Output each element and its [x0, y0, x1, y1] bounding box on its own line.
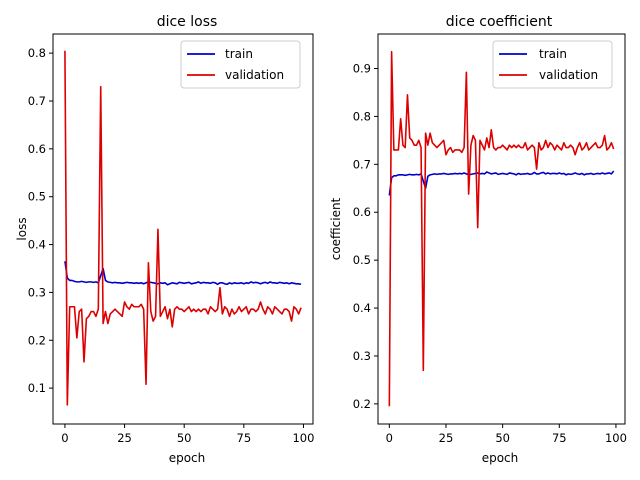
- y-tick-label: 0.3: [28, 285, 46, 299]
- series-layer: [388, 50, 615, 407]
- coefficient-subplot: dice coefficient 0 25 50 75 100 0.2 0.3 0.4 0.5…: [329, 14, 627, 465]
- loss-subplot: dice loss 0 25 50 75 100 0.10.20.30.40.50.60…: [15, 14, 314, 465]
- x-ticks: 0 25 50 75 100: [61, 424, 314, 445]
- series-line-train: [388, 170, 615, 196]
- x-tick-label: 100: [292, 431, 314, 445]
- y-tick-label: 0.7: [28, 94, 46, 108]
- y-ticks: 0.1 0.2 0.3 0.4 0.5 0.6 0.7 0.8: [28, 46, 53, 395]
- legend-label-train: train: [225, 47, 253, 61]
- plot-area: [52, 33, 314, 425]
- x-tick-label: 100: [605, 431, 627, 445]
- legend-label-validation: validation: [539, 68, 598, 82]
- y-tick-label: 0.7: [353, 157, 371, 171]
- y-ticks: 0.2 0.3 0.4 0.5 0.6 0.7 0.8 0.9: [353, 61, 378, 411]
- series-line-validation: [388, 50, 615, 407]
- axes-frame: [52, 33, 314, 425]
- plot-area: [377, 33, 626, 425]
- x-axis-label: epoch: [169, 451, 206, 465]
- x-tick-label: 0: [386, 431, 393, 445]
- y-tick-label: 0.2: [353, 397, 371, 411]
- y-tick-label: 0.2: [28, 333, 46, 347]
- x-tick-label: 75: [552, 431, 567, 445]
- axes-frame: [377, 33, 626, 425]
- x-tick-label: 25: [117, 431, 132, 445]
- y-tick-label: 0.9: [353, 61, 371, 75]
- legend: train validation: [492, 40, 613, 89]
- y-tick-label: 0.4: [28, 238, 46, 252]
- legend-box: [492, 40, 613, 89]
- y-tick-label: 0.5: [28, 190, 46, 204]
- legend-box: [180, 40, 301, 89]
- y-tick-label: 0.8: [28, 46, 46, 60]
- series-layer: [64, 50, 302, 406]
- chart-title: dice coefficient: [446, 14, 553, 30]
- y-tick-label: 0.5: [353, 253, 371, 267]
- x-axis-label: epoch: [482, 451, 519, 465]
- x-tick-label: 75: [237, 431, 252, 445]
- y-axis-label: loss: [15, 217, 29, 240]
- x-tick-label: 0: [61, 431, 68, 445]
- y-axis-label: coefficient: [329, 197, 343, 260]
- chart-title: dice loss: [157, 14, 218, 30]
- x-tick-label: 25: [439, 431, 454, 445]
- y-tick-label: 0.3: [353, 349, 371, 363]
- series-line-train: [64, 261, 302, 286]
- y-tick-label: 0.6: [28, 142, 46, 156]
- x-tick-label: 50: [495, 431, 510, 445]
- y-tick-label: 0.4: [353, 301, 371, 315]
- x-tick-label: 50: [177, 431, 192, 445]
- legend-label-validation: validation: [225, 68, 284, 82]
- y-tick-label: 0.6: [353, 205, 371, 219]
- legend: train validation: [180, 40, 301, 89]
- y-tick-label: 0.1: [28, 381, 46, 395]
- legend-label-train: train: [539, 47, 567, 61]
- series-line-validation: [64, 50, 302, 406]
- x-ticks: 0 25 50 75 100: [386, 424, 627, 445]
- y-tick-label: 0.8: [353, 109, 371, 123]
